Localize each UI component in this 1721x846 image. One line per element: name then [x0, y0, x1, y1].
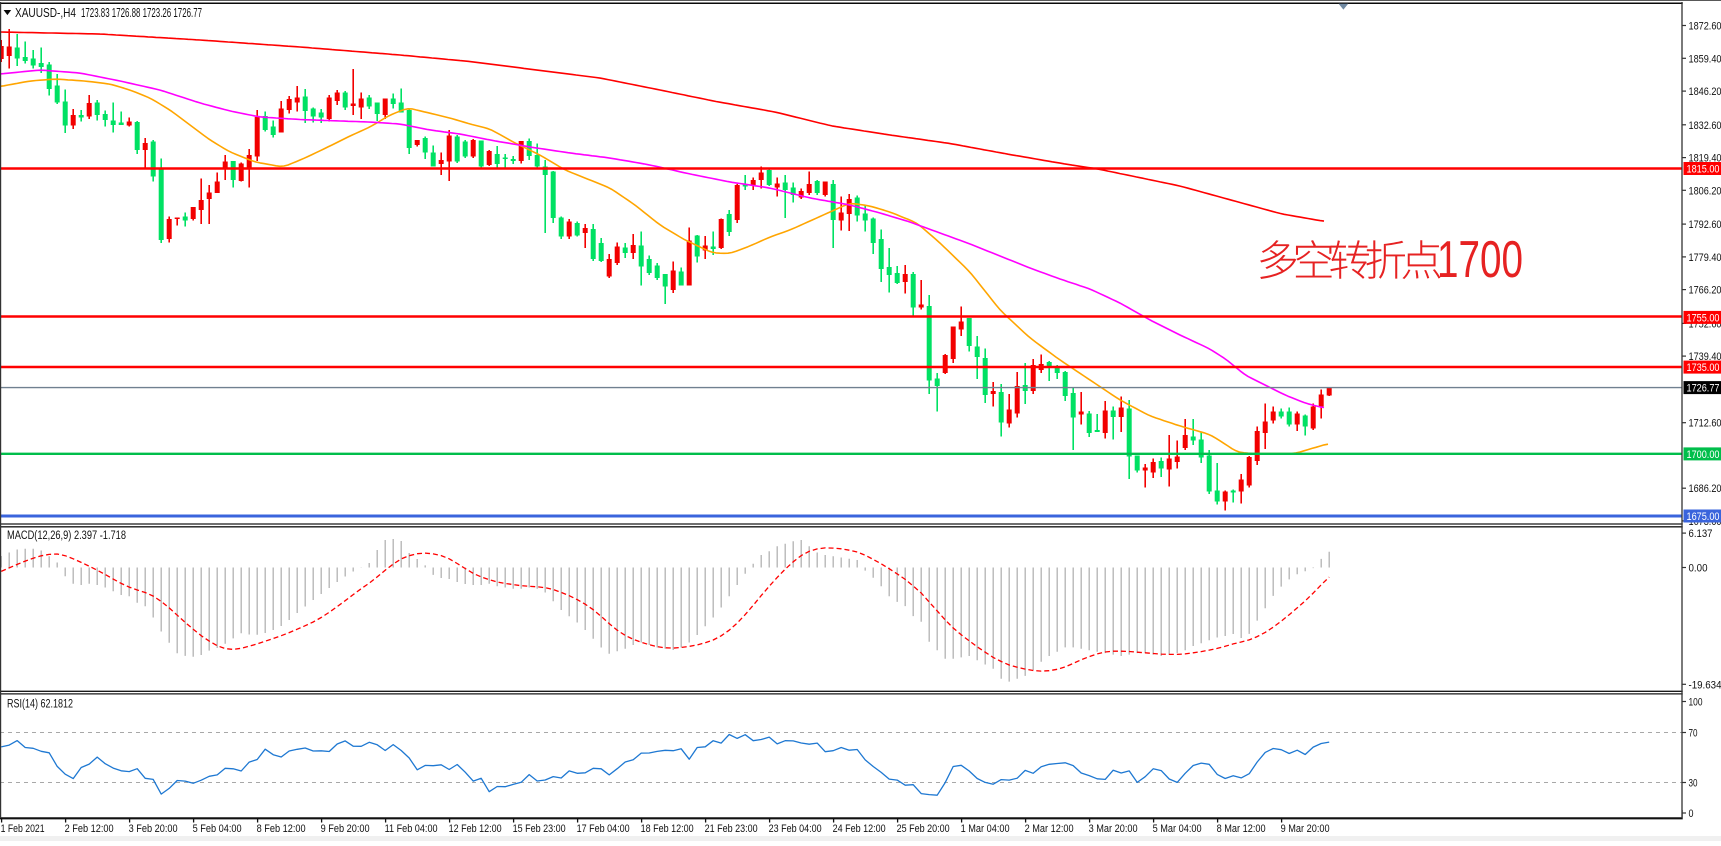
svg-text:MACD(12,26,9) 2.397 -1.718: MACD(12,26,9) 2.397 -1.718	[7, 530, 126, 542]
svg-text:9 Feb 20:00: 9 Feb 20:00	[321, 823, 370, 835]
svg-text:2 Mar 12:00: 2 Mar 12:00	[1025, 823, 1074, 835]
svg-text:8 Feb 12:00: 8 Feb 12:00	[257, 823, 306, 835]
svg-text:1779.40: 1779.40	[1689, 252, 1721, 264]
svg-text:1700: 1700	[1437, 231, 1523, 289]
svg-text:100: 100	[1689, 697, 1703, 709]
svg-text:1735.00: 1735.00	[1687, 362, 1720, 374]
svg-text:21 Feb 23:00: 21 Feb 23:00	[705, 823, 758, 835]
svg-text:1859.40: 1859.40	[1689, 53, 1721, 65]
svg-text:1700.00: 1700.00	[1687, 449, 1720, 461]
svg-text:6.137: 6.137	[1689, 528, 1713, 540]
svg-text:1675.00: 1675.00	[1687, 511, 1720, 523]
svg-text:24 Feb 12:00: 24 Feb 12:00	[833, 823, 886, 835]
svg-text:11 Feb 04:00: 11 Feb 04:00	[385, 823, 438, 835]
svg-text:12 Feb 12:00: 12 Feb 12:00	[449, 823, 502, 835]
svg-text:1755.00: 1755.00	[1687, 312, 1720, 324]
svg-text:8 Mar 12:00: 8 Mar 12:00	[1217, 823, 1266, 835]
svg-text:1815.00: 1815.00	[1687, 164, 1720, 176]
svg-text:1723.83 1726.88 1723.26 1726.7: 1723.83 1726.88 1723.26 1726.77	[81, 6, 202, 20]
svg-text:1792.60: 1792.60	[1689, 219, 1721, 231]
svg-text:15 Feb 23:00: 15 Feb 23:00	[513, 823, 566, 835]
svg-text:1846.20: 1846.20	[1689, 86, 1721, 98]
svg-text:3 Feb 20:00: 3 Feb 20:00	[129, 823, 178, 835]
svg-text:1 Mar 04:00: 1 Mar 04:00	[961, 823, 1010, 835]
svg-text:70: 70	[1689, 728, 1698, 740]
svg-text:XAUUSD-,H4: XAUUSD-,H4	[15, 6, 76, 20]
svg-text:25 Feb 20:00: 25 Feb 20:00	[897, 823, 950, 835]
svg-text:1766.20: 1766.20	[1689, 285, 1721, 297]
svg-text:30: 30	[1689, 778, 1698, 790]
svg-text:0.00: 0.00	[1689, 563, 1708, 575]
svg-text:1806.20: 1806.20	[1689, 185, 1721, 197]
svg-text:1712.60: 1712.60	[1689, 418, 1721, 430]
svg-text:-19.634: -19.634	[1689, 679, 1721, 691]
svg-text:5 Feb 04:00: 5 Feb 04:00	[193, 823, 242, 835]
svg-text:5 Mar 04:00: 5 Mar 04:00	[1153, 823, 1202, 835]
svg-text:23 Feb 04:00: 23 Feb 04:00	[769, 823, 822, 835]
svg-text:0: 0	[1689, 808, 1694, 820]
svg-text:1726.77: 1726.77	[1687, 383, 1720, 395]
svg-text:1686.20: 1686.20	[1689, 483, 1721, 495]
svg-text:1832.60: 1832.60	[1689, 120, 1721, 132]
svg-text:2 Feb 12:00: 2 Feb 12:00	[65, 823, 114, 835]
svg-text:1 Feb 2021: 1 Feb 2021	[1, 823, 45, 835]
svg-text:18 Feb 12:00: 18 Feb 12:00	[641, 823, 694, 835]
svg-text:RSI(14) 62.1812: RSI(14) 62.1812	[7, 699, 73, 711]
svg-text:17 Feb 04:00: 17 Feb 04:00	[577, 823, 630, 835]
svg-text:9 Mar 20:00: 9 Mar 20:00	[1281, 823, 1330, 835]
svg-text:3 Mar 20:00: 3 Mar 20:00	[1089, 823, 1138, 835]
svg-text:1872.60: 1872.60	[1689, 21, 1721, 33]
